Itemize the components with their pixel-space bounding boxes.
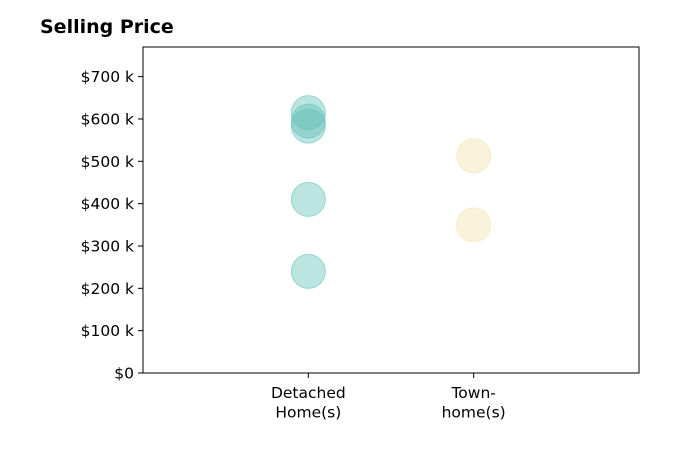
x-tick-label: Detached Home(s): [271, 384, 346, 422]
points-layer: [290, 95, 492, 289]
data-point-0-1: [290, 103, 326, 139]
y-tick-label: $400 k: [81, 195, 134, 213]
y-tick-label: $100 k: [81, 322, 134, 340]
y-tick-label: $200 k: [81, 280, 134, 298]
data-point-0-2: [290, 108, 326, 144]
data-point-1-1: [456, 207, 492, 243]
data-point-0-4: [290, 253, 326, 289]
x-tick-label: Town-home(s): [442, 384, 506, 422]
data-point-1-0: [456, 138, 492, 174]
data-point-0-3: [290, 181, 326, 217]
chart-title: Selling Price: [40, 16, 174, 38]
data-point-0-0: [290, 95, 326, 131]
axes-layer: $0 $100 k $200 k $300 k $400 k $500 k $600 k $7…: [81, 46, 640, 422]
plot-frame: [142, 46, 640, 374]
y-tick-label: $700 k: [81, 68, 134, 86]
y-tick-label: $300 k: [81, 237, 134, 255]
y-tick-label: $500 k: [81, 153, 134, 171]
y-tick-label: $600 k: [81, 110, 134, 128]
y-tick-label: $0: [114, 365, 134, 383]
